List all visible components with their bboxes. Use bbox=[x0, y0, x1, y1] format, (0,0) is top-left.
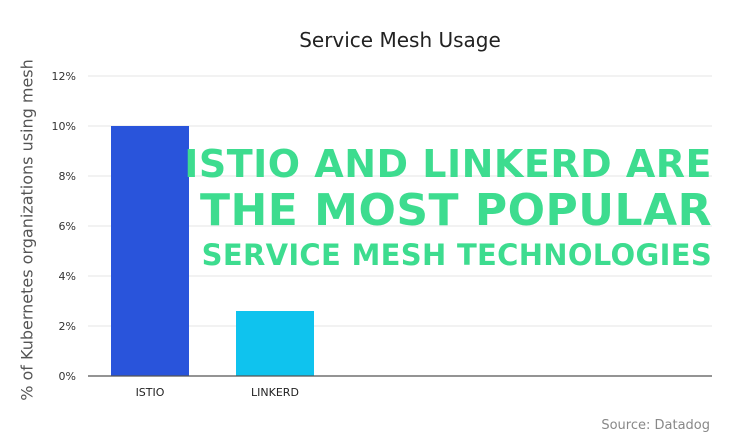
y-tick-label: 10% bbox=[52, 120, 76, 133]
bar-istio bbox=[111, 126, 189, 376]
x-tick-label: ISTIO bbox=[136, 386, 165, 399]
headline-line-2: THE MOST POPULAR bbox=[199, 185, 712, 236]
x-tick-label: LINKERD bbox=[251, 386, 299, 399]
y-tick-label: 6% bbox=[59, 220, 76, 233]
y-tick-label: 2% bbox=[59, 320, 76, 333]
headline-line-3: SERVICE MESH TECHNOLOGIES bbox=[201, 238, 712, 272]
source-note: Source: Datadog bbox=[601, 418, 710, 433]
y-tick-label: 8% bbox=[59, 170, 76, 183]
y-tick-label: 0% bbox=[59, 370, 76, 383]
y-tick-label: 4% bbox=[59, 270, 76, 283]
y-tick-label: 12% bbox=[52, 70, 76, 83]
bar-linkerd bbox=[236, 311, 314, 376]
headline-line-1: ISTIO AND LINKERD ARE bbox=[184, 142, 712, 186]
chart-title: Service Mesh Usage bbox=[299, 28, 501, 52]
headline-annotation: ISTIO AND LINKERD ARE THE MOST POPULAR S… bbox=[184, 145, 712, 270]
